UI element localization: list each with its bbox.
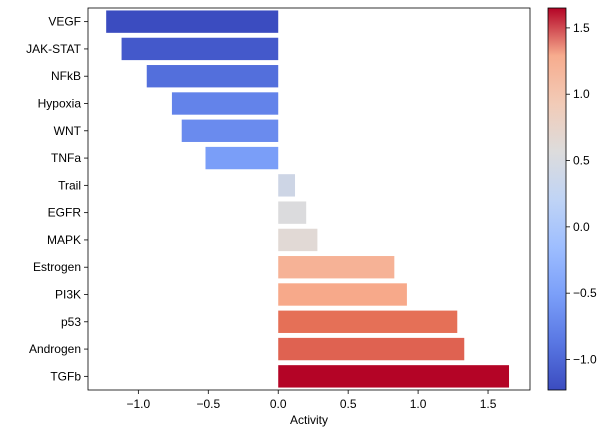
y-tick-label: p53 bbox=[61, 315, 81, 329]
bar-hypoxia bbox=[171, 92, 279, 115]
colorbar-tick-label: −0.5 bbox=[573, 286, 597, 300]
x-tick-label: 1.5 bbox=[480, 397, 497, 411]
bar-nfkb bbox=[146, 65, 279, 88]
x-tick-label: −1.0 bbox=[127, 397, 151, 411]
y-tick-label: JAK-STAT bbox=[26, 42, 82, 56]
bar-p53 bbox=[278, 310, 458, 333]
x-tick-label: 1.0 bbox=[410, 397, 427, 411]
y-tick-label: MAPK bbox=[47, 233, 81, 247]
y-tick-label: TGFb bbox=[50, 369, 81, 383]
bar-estrogen bbox=[278, 256, 395, 279]
x-tick-label: 0.0 bbox=[270, 397, 287, 411]
colorbar-tick-label: 1.0 bbox=[573, 87, 590, 101]
y-tick-label: Androgen bbox=[29, 342, 81, 356]
bar-androgen bbox=[278, 337, 465, 361]
colorbar-tick-label: 0.0 bbox=[573, 220, 590, 234]
bar-mapk bbox=[278, 228, 318, 252]
bar-vegf bbox=[106, 10, 279, 33]
y-tick-label: NFkB bbox=[51, 69, 81, 83]
y-tick-label: Estrogen bbox=[33, 260, 81, 274]
colorbar: −1.0 −0.5 0.0 0.5 1.0 1.5 bbox=[547, 7, 597, 391]
bar-tgfb bbox=[278, 365, 510, 388]
bar-tnfa bbox=[205, 146, 279, 170]
x-axis-label: Activity bbox=[290, 413, 328, 427]
plot-area: VEGF JAK-STAT NFkB Hypoxia WNT TNFa Trail EGFR M… bbox=[26, 7, 531, 427]
bar-jak-stat bbox=[121, 37, 279, 61]
y-tick-label: VEGF bbox=[48, 15, 81, 29]
plot-frame bbox=[87, 7, 531, 391]
y-tick-label: EGFR bbox=[48, 206, 82, 220]
colorbar-frame bbox=[547, 7, 567, 391]
y-tick-label: TNFa bbox=[51, 151, 81, 165]
y-tick-label: PI3K bbox=[55, 288, 81, 302]
bar-egfr bbox=[278, 201, 307, 224]
colorbar-gradient bbox=[548, 8, 566, 390]
x-tick-label: −0.5 bbox=[196, 397, 220, 411]
y-tick-label: Hypoxia bbox=[38, 97, 82, 111]
y-tick-label: Trail bbox=[58, 178, 81, 192]
x-tick-label: 0.5 bbox=[340, 397, 357, 411]
bar-wnt bbox=[181, 119, 279, 142]
colorbar-tick-label: −1.0 bbox=[573, 352, 597, 366]
colorbar-tick-label: 0.5 bbox=[573, 154, 590, 168]
bar-pi3k bbox=[278, 283, 407, 306]
y-tick-label: WNT bbox=[54, 124, 82, 138]
bar-trail bbox=[278, 174, 296, 197]
colorbar-tick-label: 1.5 bbox=[573, 21, 590, 35]
